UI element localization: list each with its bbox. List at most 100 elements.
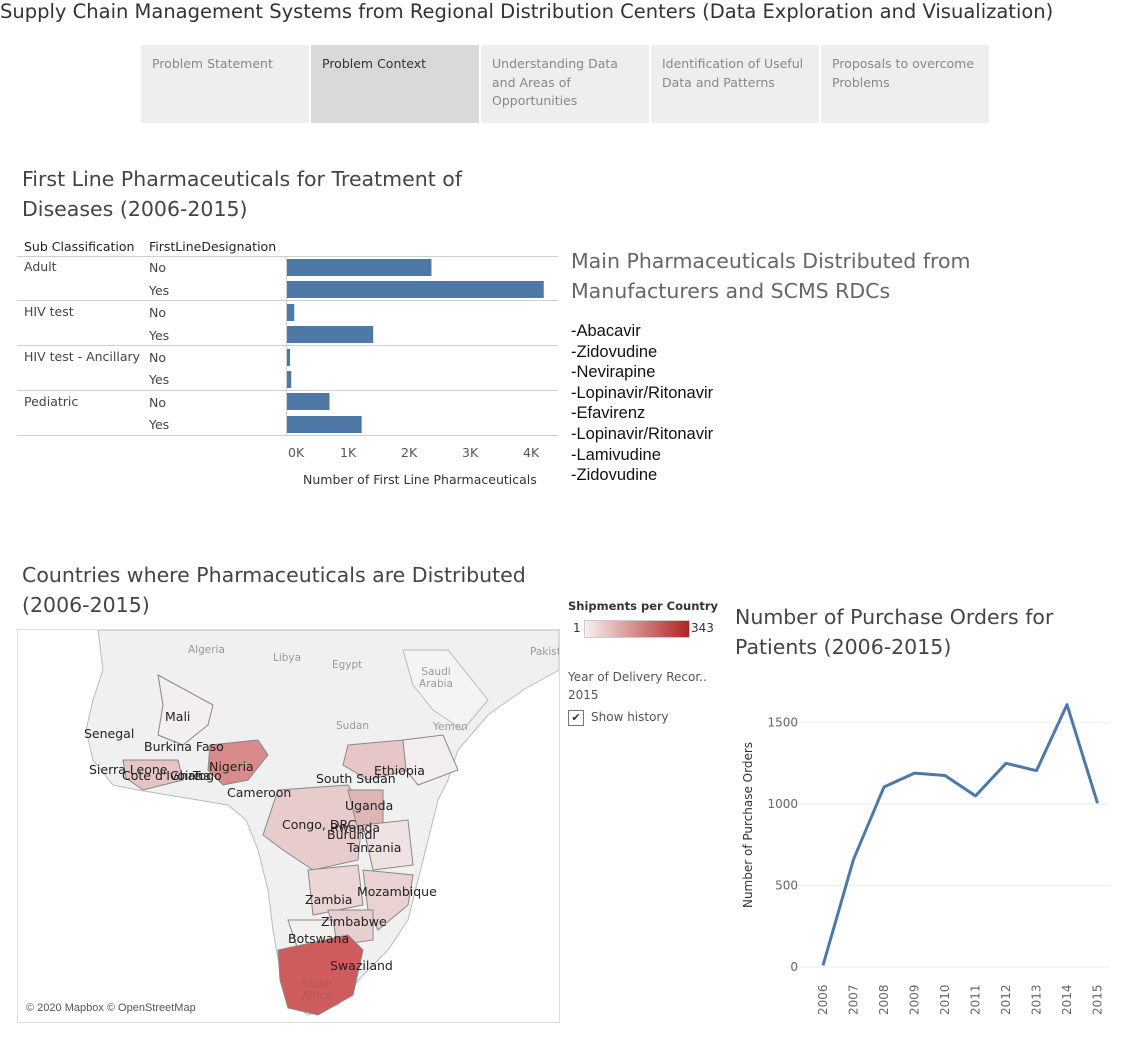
bar-hiv-test-ancillary-yes[interactable]: [287, 371, 292, 388]
drug-item: -Nevirapine: [571, 363, 656, 382]
map-base-label: Yemen: [433, 721, 468, 733]
x-tick: 2K: [401, 445, 418, 460]
legend-min: 1: [573, 621, 581, 635]
country-label-senegal: Senegal: [84, 726, 135, 741]
purchase-orders-line: [821, 703, 1099, 966]
row-divider: [17, 390, 558, 391]
country-label-botswana: Botswana: [288, 931, 350, 946]
x-tick: 4K: [523, 445, 540, 460]
country-label-uganda: Uganda: [345, 798, 394, 813]
drug-item: -Lopinavir/Ritonavir: [571, 424, 714, 443]
bar-hiv-test-ancillary-no[interactable]: [287, 349, 291, 366]
map-canvas: [85, 630, 559, 1016]
country-label-burkina-faso: Burkina Faso: [144, 739, 224, 754]
x-tick-label: 2013: [1030, 984, 1044, 1015]
line-chart: Number of Purchase Orders 0 500 1000 1500 2…: [741, 703, 1110, 1015]
year-filter-value: 2015: [568, 688, 599, 702]
designation-label: No: [149, 395, 166, 410]
dashboard-title: Supply Chain Management Systems from Reg…: [0, 0, 1054, 23]
line-y-axis-label: Number of Purchase Orders: [741, 742, 755, 908]
group-label-adult: Adult: [24, 259, 57, 274]
drug-list: -Abacavir -Zidovudine -Nevirapine -Lopin…: [571, 321, 713, 486]
x-tick-label: 2010: [938, 984, 952, 1015]
legend-title: Shipments per Country: [568, 599, 719, 613]
country-label-sierra-leone: Sierra Leone: [89, 762, 168, 777]
map-title: Countries where Pharmaceuticals are Dist…: [22, 563, 526, 617]
map-base-label: Algeria: [188, 644, 225, 656]
country-label-togo: Togo: [193, 768, 222, 783]
bar-x-axis-label: Number of First Line Pharmaceuticals: [303, 472, 537, 487]
show-history-label: Show history: [591, 710, 669, 724]
bar-adult-no[interactable]: [287, 259, 432, 276]
country-label-cote-divoire: Cote d'Ivoire: [122, 768, 202, 783]
designation-label: Yes: [149, 372, 170, 387]
country-label-ethiopia: Ethiopia: [374, 763, 425, 778]
country-label-cameroon: Cameroon: [227, 785, 292, 800]
tab-understanding-data[interactable]: Understanding Data and Areas of Opportun…: [481, 45, 649, 123]
map-base-label: Sudan: [336, 720, 370, 732]
x-tick-label: 2006: [816, 984, 830, 1015]
year-filter-label: Year of Delivery Recor..: [568, 670, 707, 684]
map-credit: © 2020 Mapbox © OpenStreetMap: [26, 1002, 196, 1014]
group-label-hiv-ancillary: HIV test - Ancillary: [24, 349, 141, 364]
country-label-congo-drc: Congo, DRC: [282, 817, 357, 832]
map-base-label: Saudi Arabia: [419, 666, 453, 690]
designation-label: No: [149, 350, 166, 365]
col-header-subclass: Sub Classification: [24, 239, 135, 254]
x-tick-label: 2007: [847, 984, 861, 1015]
drug-item: -Lamivudine: [571, 445, 661, 464]
country-label-ghana: Ghana: [170, 768, 211, 783]
x-tick-label: 2011: [969, 984, 983, 1015]
country-label-mali: Mali: [165, 709, 191, 724]
country-label-south-africa: South Africa: [302, 978, 333, 1002]
country-label-zambia: Zambia: [305, 892, 353, 907]
country-label-rwanda: Rwanda: [330, 820, 381, 835]
legend-max: 343: [691, 621, 714, 635]
bar-pediatric-yes[interactable]: [287, 416, 362, 433]
country-label-mozambique: Mozambique: [357, 884, 437, 899]
group-label-pediatric: Pediatric: [24, 394, 79, 409]
bar-adult-yes[interactable]: [287, 281, 544, 298]
map-base-label: Libya: [273, 652, 302, 664]
country-label-swaziland: Swaziland: [330, 958, 393, 973]
designation-label: No: [149, 305, 166, 320]
row-divider: [17, 435, 558, 436]
y-tick-label: 500: [775, 879, 798, 893]
y-tick-label: 1500: [767, 716, 798, 730]
bar-hiv-test-no[interactable]: [287, 304, 295, 321]
designation-label: No: [149, 260, 166, 275]
tab-identification-data[interactable]: Identification of Useful Data and Patter…: [651, 45, 819, 123]
tab-problem-context[interactable]: Problem Context: [311, 45, 479, 123]
bar-chart-title: First Line Pharmaceuticals for Treatment…: [22, 167, 463, 221]
col-header-designation: FirstLineDesignation: [149, 239, 277, 254]
bar-chart-plot: [286, 256, 544, 436]
country-label-tanzania: Tanzania: [347, 840, 402, 855]
country-label-south-sudan: South Sudan: [316, 771, 396, 786]
africa-map[interactable]: Algeria Libya Egypt Saudi Arabia Sudan Y…: [17, 629, 560, 1023]
x-tick: 1K: [340, 445, 357, 460]
bar-hiv-test-yes[interactable]: [287, 326, 374, 343]
country-label-burundi: Burundi: [327, 827, 376, 842]
x-tick: 0K: [288, 445, 305, 460]
x-tick-label: 2015: [1091, 984, 1105, 1015]
drug-item: -Zidovudine: [571, 342, 658, 361]
row-divider: [17, 300, 558, 301]
y-tick-label: 1000: [767, 797, 798, 811]
group-label-hiv-test: HIV test: [24, 304, 74, 319]
map-base-label: Egypt: [332, 659, 363, 671]
tab-proposals[interactable]: Proposals to overcome Problems: [821, 45, 989, 123]
drug-item: -Zidovudine: [571, 466, 658, 485]
bar-pediatric-no[interactable]: [287, 393, 330, 410]
drug-item: -Abacavir: [571, 322, 641, 340]
line-chart-title: Number of Purchase Orders for Patients (…: [735, 605, 1054, 659]
designation-label: Yes: [149, 283, 170, 298]
designation-label: Yes: [149, 328, 170, 343]
x-tick-label: 2008: [877, 984, 891, 1015]
country-label-zimbabwe: Zimbabwe: [321, 914, 387, 929]
legend-gradient: [584, 620, 690, 638]
x-tick-label: 2014: [1060, 984, 1074, 1015]
row-divider: [17, 345, 558, 346]
drug-item: -Efavirenz: [571, 404, 646, 423]
show-history-checkbox[interactable]: ✔: [568, 710, 584, 726]
tab-problem-statement[interactable]: Problem Statement: [141, 45, 309, 123]
